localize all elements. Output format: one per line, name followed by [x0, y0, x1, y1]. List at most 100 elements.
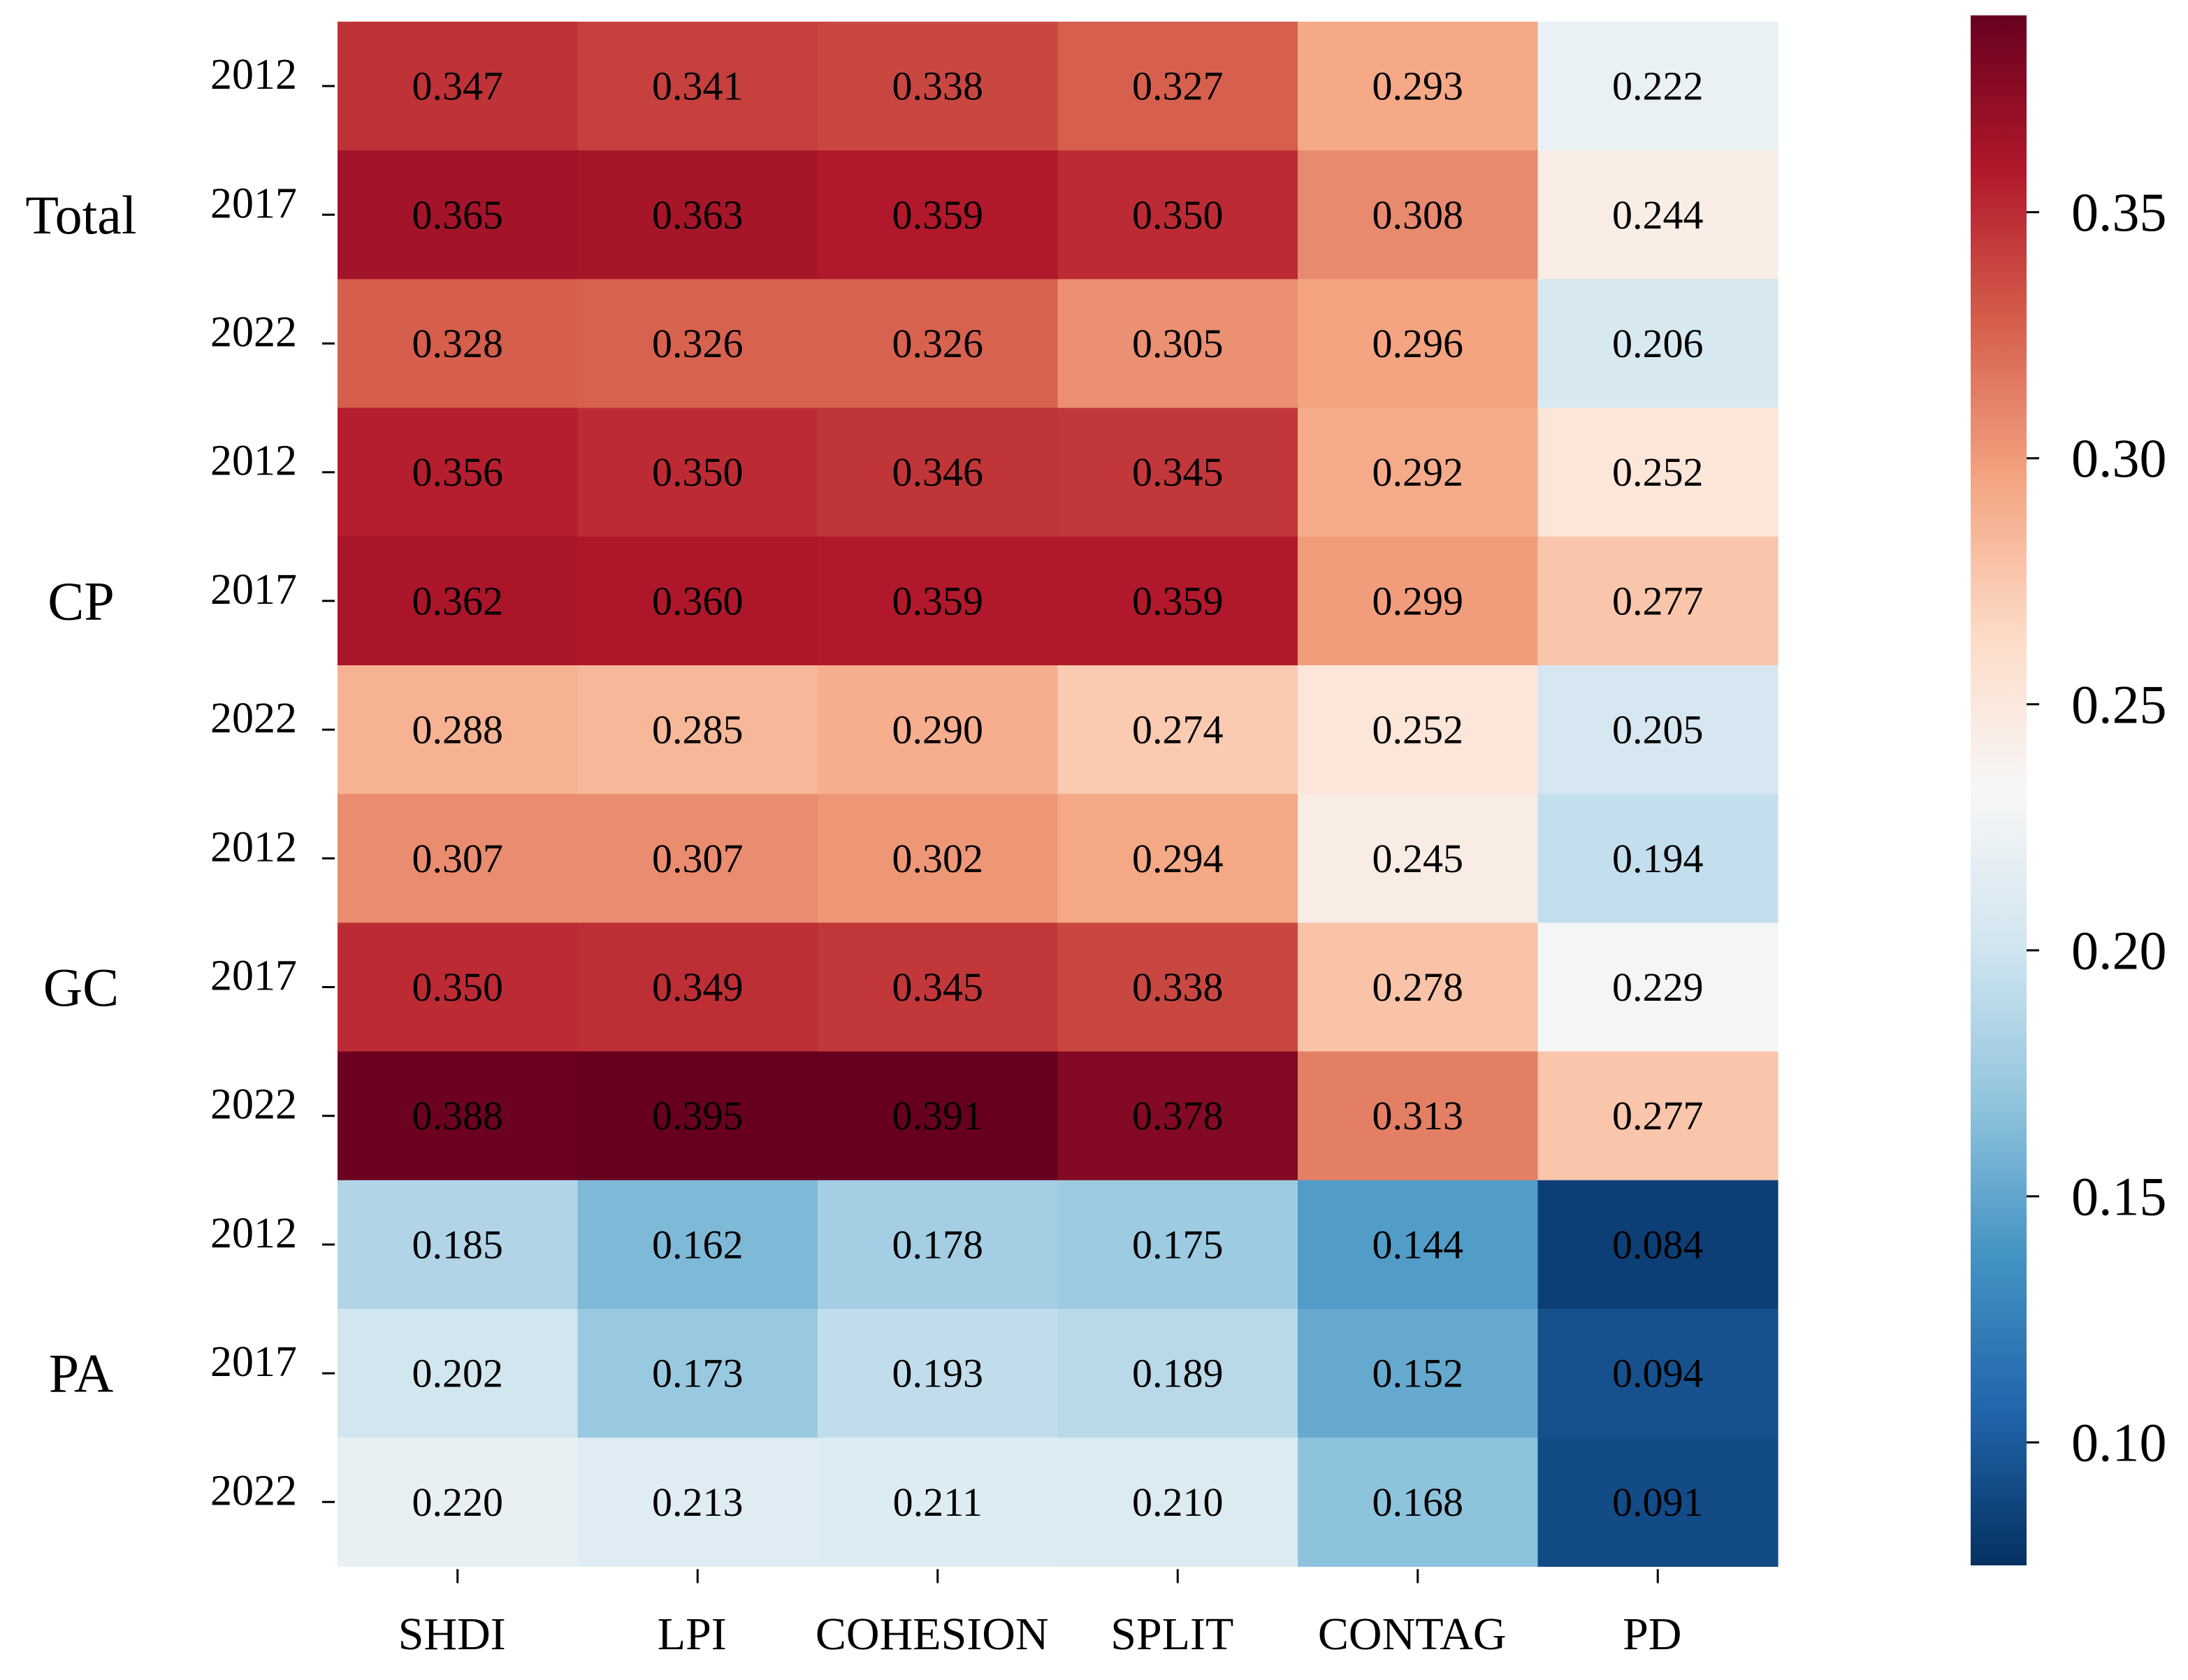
cell-value-label: 0.091 [1612, 1479, 1704, 1525]
cell-value-label: 0.274 [1132, 707, 1224, 753]
heatmap-cell [338, 794, 579, 923]
y-tick-label-year: 2012 [210, 51, 297, 99]
heatmap-cell [338, 665, 579, 795]
cell-value-label: 0.277 [1612, 1093, 1704, 1138]
cell-value-label: 0.288 [412, 707, 504, 753]
cell-value-label: 0.338 [892, 64, 984, 109]
heatmap-cell [1057, 150, 1298, 280]
heatmap-cell [577, 1051, 818, 1181]
cell-value-label: 0.252 [1612, 449, 1704, 495]
cell-value-label: 0.302 [892, 836, 984, 881]
heatmap-cell [1298, 794, 1539, 923]
cell-value-label: 0.296 [1372, 321, 1464, 366]
cell-value-label: 0.308 [1372, 192, 1464, 238]
cell-value-label: 0.345 [1132, 449, 1224, 495]
colorbar-tick-label: 0.20 [2071, 920, 2167, 980]
cell-value-label: 0.294 [1132, 836, 1224, 881]
cell-value-label: 0.285 [652, 707, 744, 753]
cell-value-label: 0.144 [1372, 1222, 1464, 1267]
cell-value-label: 0.326 [892, 321, 984, 366]
cell-value-label: 0.356 [412, 449, 504, 495]
heatmap-cell [1057, 1438, 1298, 1567]
heatmap-cell [818, 407, 1059, 537]
heatmap-cell [818, 1051, 1059, 1181]
heatmap-cell [1298, 1309, 1539, 1438]
y-group-label: CP [48, 570, 114, 631]
cell-value-label: 0.211 [893, 1479, 983, 1525]
y-tick-label-year: 2017 [210, 1338, 297, 1386]
heatmap-cell [1057, 1051, 1298, 1181]
heatmap-cell [577, 279, 818, 409]
colorbar-tick-label: 0.25 [2071, 674, 2167, 734]
cell-value-label: 0.194 [1612, 836, 1704, 881]
heatmap-cell [1057, 536, 1298, 666]
y-group-label: Total [25, 184, 136, 245]
heatmap-cell [818, 665, 1059, 795]
heatmap-cell [338, 407, 579, 537]
x-tick-label: SPLIT [1110, 1609, 1233, 1660]
cell-value-label: 0.178 [892, 1222, 984, 1267]
heatmap-cell [577, 536, 818, 666]
heatmap-cell [1537, 665, 1778, 795]
x-axis: SHDI LPI COHESION SPLIT CONTAG PD [398, 1569, 1681, 1660]
y-tick-label-year: 2022 [210, 695, 297, 742]
x-tick-label: LPI [658, 1609, 727, 1660]
y-tick-label-year: 2017 [210, 180, 297, 227]
heatmap-cell [338, 1051, 579, 1181]
cell-value-label: 0.299 [1372, 578, 1464, 623]
x-tick-label: SHDI [398, 1609, 506, 1660]
cell-value-label: 0.313 [1372, 1093, 1464, 1138]
cell-value-label: 0.084 [1612, 1222, 1704, 1267]
heatmap-cell [818, 794, 1059, 923]
cell-value-label: 0.395 [652, 1093, 744, 1138]
heatmap-cell [818, 922, 1059, 1052]
cell-value-label: 0.205 [1612, 707, 1704, 753]
y-group-label: GC [43, 957, 119, 1018]
heatmap-cell [577, 1180, 818, 1310]
cell-value-label: 0.359 [1132, 578, 1224, 623]
heatmap-cell [1537, 922, 1778, 1052]
cell-value-label: 0.213 [652, 1479, 744, 1525]
cell-value-label: 0.252 [1372, 707, 1464, 753]
heatmap-cell [577, 150, 818, 280]
cell-value-label: 0.278 [1372, 964, 1464, 1010]
heatmap-cell [1057, 22, 1298, 151]
heatmap-cell [577, 22, 818, 151]
heatmap-cell [338, 1180, 579, 1310]
heatmap-cell [1298, 407, 1539, 537]
heatmap-cell [1057, 1180, 1298, 1310]
y-tick-label-year: 2022 [210, 309, 297, 356]
heatmap-cell [1537, 1309, 1778, 1438]
heatmap-cell [1298, 1051, 1539, 1181]
heatmap-cells [338, 22, 1778, 1567]
heatmap-cell [338, 922, 579, 1052]
colorbar-gradient-bar [1971, 15, 2027, 1565]
cell-value-label: 0.338 [1132, 964, 1224, 1010]
cell-value-label: 0.277 [1612, 578, 1704, 623]
heatmap-cell [1298, 22, 1539, 151]
cell-value-label: 0.168 [1372, 1479, 1464, 1525]
cell-value-label: 0.305 [1132, 321, 1224, 366]
cell-value-label: 0.173 [652, 1351, 744, 1396]
heatmap-cell [818, 536, 1059, 666]
cell-value-label: 0.202 [412, 1351, 504, 1396]
cell-value-label: 0.222 [1612, 64, 1704, 109]
heatmap-cell [1537, 407, 1778, 537]
x-tick-label: PD [1623, 1609, 1681, 1660]
y-tick-label-year: 2012 [210, 823, 297, 871]
heatmap-cell [577, 794, 818, 923]
heatmap-cell [1537, 150, 1778, 280]
heatmap-cell [1298, 922, 1539, 1052]
colorbar-tick-label: 0.35 [2071, 182, 2167, 242]
heatmap-cell [1057, 794, 1298, 923]
x-tick-label: COHESION [816, 1609, 1049, 1660]
cell-value-label: 0.175 [1132, 1222, 1224, 1267]
cell-value-label: 0.307 [652, 836, 744, 881]
heatmap-cell [1298, 665, 1539, 795]
y-tick-label-year: 2017 [210, 566, 297, 614]
y-tick-label-year: 2022 [210, 1467, 297, 1514]
heatmap-cell [1057, 407, 1298, 537]
cell-value-label: 0.189 [1132, 1351, 1224, 1396]
heatmap-cell [1057, 665, 1298, 795]
